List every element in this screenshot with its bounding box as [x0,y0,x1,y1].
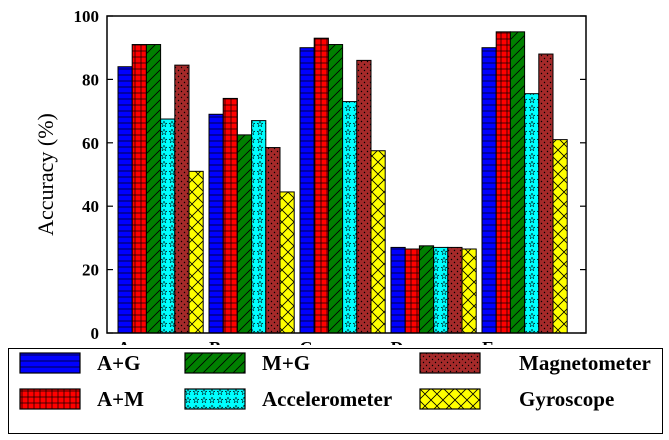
y-tick-label: 80 [82,70,99,89]
bar-a-g-a [117,66,133,334]
legend-item-a-m: A+M [19,385,144,413]
bar-gyroscope-a [188,170,204,334]
legend: A+G M+G Magnetometer A+M Accelerometer Gyrosc… [8,348,663,434]
bar-gyroscope-d [461,248,477,334]
bar-magnetometer-e [538,53,554,334]
bar-gyroscope-c [370,150,386,334]
legend-item-magnetometer: Magnetometer [419,349,651,377]
x-tick-label: B [209,338,221,345]
bar-accelerometer-d [433,246,449,334]
bar-chart: A B C D E 0 20 40 60 80 100 Accuracy (%) [33,7,587,345]
bar-accelerometer-e [524,93,540,334]
plot-frame [106,15,587,334]
legend-label: A+M [97,386,144,411]
bar-magnetometer-c [356,59,372,334]
bar-a-m-e [495,31,511,334]
bar-m-g-c [327,44,344,334]
bar-magnetometer-d [447,246,463,334]
legend-label: M+G [262,350,311,375]
bar-magnetometer-a [174,64,190,334]
bar-gyroscope-e [552,139,568,334]
bar-gyroscope-b [279,191,295,334]
bar-a-m-c [313,37,329,334]
bar-a-g-c [299,47,315,334]
x-tick-label: D [391,338,404,345]
bar-m-g-b [236,134,253,334]
bar-a-m-b [222,97,238,334]
bar-accelerometer-c [342,101,358,334]
bar-m-g-e [509,31,526,334]
legend-swatch [419,388,481,410]
bar-a-g-b [208,113,224,334]
legend-item-accelerometer: Accelerometer [184,385,392,413]
y-axis-label: Accuracy (%) [33,113,58,236]
y-tick-label: 60 [82,134,99,153]
y-tick-label: 100 [74,7,100,26]
legend-swatch [19,352,81,374]
y-tick-label: 20 [82,261,99,280]
legend-label: Accelerometer [262,386,393,411]
x-tick-label: A [118,338,131,345]
y-tick-label: 40 [82,197,99,216]
legend-item-a-g: A+G [19,349,140,377]
bar-accelerometer-b [251,120,267,334]
x-tick-label: E [482,338,494,345]
bars-layer [117,31,568,334]
bar-a-m-d [404,248,420,334]
legend-item-gyroscope: Gyroscope [419,385,614,413]
legend-item-m-g: M+G [184,349,310,377]
bar-a-g-e [481,47,497,334]
bar-m-g-d [418,245,435,334]
bar-magnetometer-b [265,147,281,334]
y-tick-label: 0 [91,324,100,343]
bar-a-m-a [131,44,147,334]
x-tick-label: C [300,338,313,345]
bar-m-g-a [145,44,162,334]
legend-swatch [419,352,481,374]
legend-swatch [19,388,81,410]
legend-swatch [184,352,246,374]
legend-label: Gyroscope [519,386,615,411]
bar-a-g-d [390,246,406,334]
legend-label: Magnetometer [519,350,651,375]
axes-layer: A B C D E 0 20 40 60 80 100 Accuracy (%) [33,7,587,345]
legend-label: A+G [97,350,141,375]
bar-accelerometer-a [160,118,176,334]
legend-swatch [184,388,246,410]
